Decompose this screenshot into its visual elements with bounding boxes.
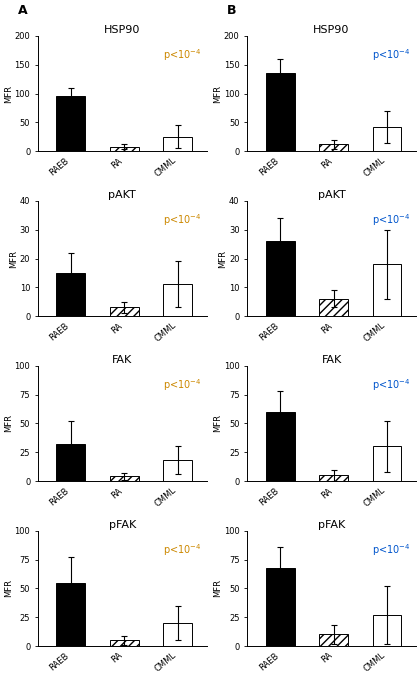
Title: HSP90: HSP90 <box>313 25 350 35</box>
Bar <box>319 299 348 316</box>
Bar <box>110 477 139 481</box>
Text: p<10$^{-4}$: p<10$^{-4}$ <box>163 378 202 393</box>
Text: p<10$^{-4}$: p<10$^{-4}$ <box>372 378 411 393</box>
Text: B: B <box>227 3 236 17</box>
Y-axis label: MFR: MFR <box>213 85 223 102</box>
Title: pAKT: pAKT <box>318 190 345 200</box>
Text: p<10$^{-4}$: p<10$^{-4}$ <box>372 212 411 228</box>
Text: p<10$^{-4}$: p<10$^{-4}$ <box>163 542 202 558</box>
Y-axis label: MFR: MFR <box>4 580 13 597</box>
Y-axis label: MFR: MFR <box>218 250 228 268</box>
Bar <box>56 444 85 481</box>
Text: p<10$^{-4}$: p<10$^{-4}$ <box>163 47 202 63</box>
Bar <box>319 635 348 646</box>
Y-axis label: MFR: MFR <box>4 414 13 433</box>
Bar <box>56 96 85 151</box>
Bar <box>319 144 348 151</box>
Bar <box>163 460 192 481</box>
Text: A: A <box>18 3 27 17</box>
Y-axis label: MFR: MFR <box>9 250 18 268</box>
Title: pAKT: pAKT <box>108 190 136 200</box>
Title: FAK: FAK <box>112 355 132 365</box>
Text: p<10$^{-4}$: p<10$^{-4}$ <box>372 542 411 558</box>
Bar <box>110 640 139 646</box>
Bar <box>373 615 402 646</box>
Bar <box>266 73 294 151</box>
Y-axis label: MFR: MFR <box>213 414 223 433</box>
Y-axis label: MFR: MFR <box>213 580 223 597</box>
Bar <box>110 146 139 151</box>
Bar <box>56 273 85 316</box>
Title: pFAK: pFAK <box>109 520 136 530</box>
Text: p<10$^{-4}$: p<10$^{-4}$ <box>163 212 202 228</box>
Bar <box>56 582 85 646</box>
Bar <box>373 264 402 316</box>
Bar <box>373 127 402 151</box>
Y-axis label: MFR: MFR <box>4 85 13 102</box>
Title: HSP90: HSP90 <box>104 25 140 35</box>
Bar <box>163 623 192 646</box>
Bar <box>266 412 294 481</box>
Bar <box>163 137 192 151</box>
Title: FAK: FAK <box>321 355 341 365</box>
Bar <box>319 475 348 481</box>
Bar <box>266 567 294 646</box>
Title: pFAK: pFAK <box>318 520 345 530</box>
Bar <box>110 308 139 316</box>
Bar <box>163 285 192 316</box>
Text: p<10$^{-4}$: p<10$^{-4}$ <box>372 47 411 63</box>
Bar <box>373 447 402 481</box>
Bar <box>266 241 294 316</box>
